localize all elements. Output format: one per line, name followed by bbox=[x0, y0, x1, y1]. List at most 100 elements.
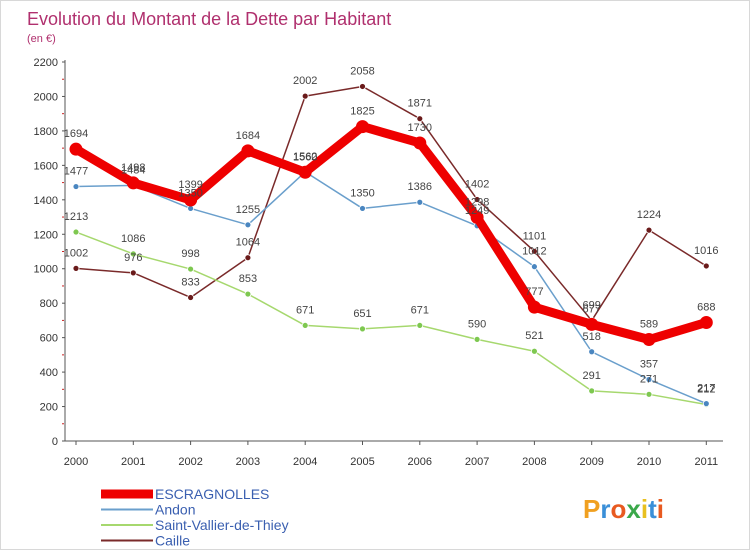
data-label-caille: 1002 bbox=[64, 247, 88, 259]
data-label-saint-vallier-de-thiey: 998 bbox=[181, 248, 199, 260]
data-label-escragnolles: 1825 bbox=[350, 106, 374, 118]
data-label-caille: 1224 bbox=[637, 209, 661, 221]
data-label-caille: 1871 bbox=[408, 98, 432, 110]
x-tick-label: 2003 bbox=[236, 456, 260, 468]
data-point-escragnolles bbox=[413, 136, 427, 150]
x-tick-label: 2004 bbox=[293, 456, 317, 468]
series-layer bbox=[69, 83, 713, 408]
data-label-andon: 1012 bbox=[522, 246, 546, 258]
data-point-andon bbox=[588, 348, 596, 356]
x-tick-label: 2009 bbox=[579, 456, 603, 468]
data-label-caille: 1064 bbox=[236, 237, 260, 249]
data-point-caille bbox=[244, 254, 252, 262]
data-point-saint-vallier-de-thiey bbox=[473, 335, 481, 343]
y-tick-label: 0 bbox=[52, 436, 58, 448]
data-label-saint-vallier-de-thiey: 590 bbox=[468, 318, 486, 330]
data-label-saint-vallier-de-thiey: 212 bbox=[697, 383, 715, 395]
y-tick-label: 200 bbox=[40, 402, 58, 414]
data-point-saint-vallier-de-thiey bbox=[72, 228, 80, 236]
data-point-caille bbox=[416, 115, 424, 123]
proxiti-logo: Proxiti bbox=[583, 494, 664, 524]
data-point-andon bbox=[416, 198, 424, 206]
data-label-escragnolles: 677 bbox=[583, 303, 601, 315]
data-point-caille bbox=[187, 294, 195, 301]
data-label-saint-vallier-de-thiey: 1086 bbox=[121, 233, 145, 245]
x-tick-label: 2000 bbox=[64, 456, 88, 468]
series-line-escragnolles bbox=[71, 122, 711, 345]
brand-letter: P bbox=[583, 494, 600, 524]
data-label-andon: 1255 bbox=[236, 204, 260, 216]
data-point-caille bbox=[531, 247, 538, 255]
data-point-andon bbox=[531, 263, 538, 271]
data-label-caille: 2058 bbox=[350, 65, 374, 77]
data-label-andon: 1350 bbox=[350, 187, 374, 199]
data-point-escragnolles bbox=[126, 176, 140, 190]
data-label-escragnolles: 1694 bbox=[64, 128, 88, 140]
brand-letter: i bbox=[641, 494, 648, 524]
data-point-caille bbox=[702, 262, 710, 270]
data-label-caille: 976 bbox=[124, 252, 142, 264]
brand-letter: i bbox=[657, 494, 664, 524]
data-label-saint-vallier-de-thiey: 853 bbox=[239, 273, 257, 285]
data-label-saint-vallier-de-thiey: 671 bbox=[411, 304, 429, 316]
data-point-saint-vallier-de-thiey bbox=[359, 325, 366, 333]
series-line-saint-vallier-de-thiey bbox=[75, 231, 708, 406]
data-point-escragnolles bbox=[699, 315, 713, 329]
x-tick-label: 2010 bbox=[637, 456, 661, 468]
data-point-caille bbox=[301, 92, 309, 100]
data-label-saint-vallier-de-thiey: 291 bbox=[583, 370, 601, 382]
data-point-escragnolles bbox=[184, 193, 198, 207]
data-point-escragnolles bbox=[69, 142, 83, 156]
x-tick-label: 2006 bbox=[408, 456, 432, 468]
data-point-caille bbox=[72, 264, 80, 272]
data-label-escragnolles: 1730 bbox=[408, 122, 432, 134]
data-point-saint-vallier-de-thiey bbox=[301, 322, 309, 329]
x-tick-label: 2007 bbox=[465, 456, 489, 468]
data-label-caille: 1101 bbox=[523, 230, 547, 242]
data-point-saint-vallier-de-thiey bbox=[129, 250, 137, 258]
data-point-escragnolles bbox=[527, 300, 541, 314]
y-tick-label: 2000 bbox=[34, 91, 58, 103]
data-label-caille: 699 bbox=[583, 300, 601, 312]
series-line-andon bbox=[75, 171, 708, 405]
data-point-andon bbox=[72, 183, 80, 190]
y-tick-label: 1000 bbox=[34, 264, 58, 276]
x-tick-label: 2001 bbox=[121, 456, 145, 468]
legend-label: Andon bbox=[155, 502, 195, 518]
data-label-saint-vallier-de-thiey: 671 bbox=[296, 304, 314, 316]
data-point-saint-vallier-de-thiey bbox=[588, 387, 596, 395]
data-point-escragnolles bbox=[585, 317, 599, 331]
data-label-andon: 1477 bbox=[64, 166, 88, 178]
data-point-andon bbox=[645, 376, 653, 383]
data-label-saint-vallier-de-thiey: 521 bbox=[525, 330, 543, 342]
data-label-caille: 2002 bbox=[293, 75, 317, 87]
data-point-saint-vallier-de-thiey bbox=[645, 390, 653, 398]
data-point-saint-vallier-de-thiey bbox=[244, 290, 252, 298]
data-point-caille bbox=[129, 269, 137, 277]
data-label-escragnolles: 1498 bbox=[121, 162, 145, 174]
data-label-caille: 1016 bbox=[694, 245, 718, 257]
data-label-andon: 1386 bbox=[408, 181, 432, 193]
data-point-escragnolles bbox=[642, 333, 656, 347]
legend-label: Caille bbox=[155, 533, 190, 549]
brand-letter: r bbox=[600, 494, 610, 524]
chart-title: Evolution du Montant de la Dette par Hab… bbox=[27, 9, 391, 29]
data-label-saint-vallier-de-thiey: 271 bbox=[640, 373, 658, 385]
data-point-saint-vallier-de-thiey bbox=[187, 265, 195, 273]
x-tick-label: 2011 bbox=[694, 456, 718, 468]
y-tick-label: 1400 bbox=[34, 195, 58, 207]
data-label-escragnolles: 1298 bbox=[465, 196, 489, 208]
data-label-escragnolles: 589 bbox=[640, 319, 658, 331]
data-label-andon: 357 bbox=[640, 358, 658, 370]
data-label-escragnolles: 688 bbox=[697, 301, 715, 313]
data-label-caille: 1402 bbox=[465, 178, 489, 190]
data-point-andon bbox=[244, 221, 252, 229]
y-tick-label: 1200 bbox=[34, 229, 58, 241]
data-point-escragnolles bbox=[356, 120, 369, 134]
chart-subtitle: (en €) bbox=[27, 33, 56, 45]
data-label-saint-vallier-de-thiey: 651 bbox=[353, 308, 371, 320]
legend-label: Saint-Vallier-de-Thiey bbox=[155, 517, 289, 533]
y-tick-label: 800 bbox=[40, 298, 58, 310]
data-label-escragnolles: 1399 bbox=[178, 179, 202, 191]
